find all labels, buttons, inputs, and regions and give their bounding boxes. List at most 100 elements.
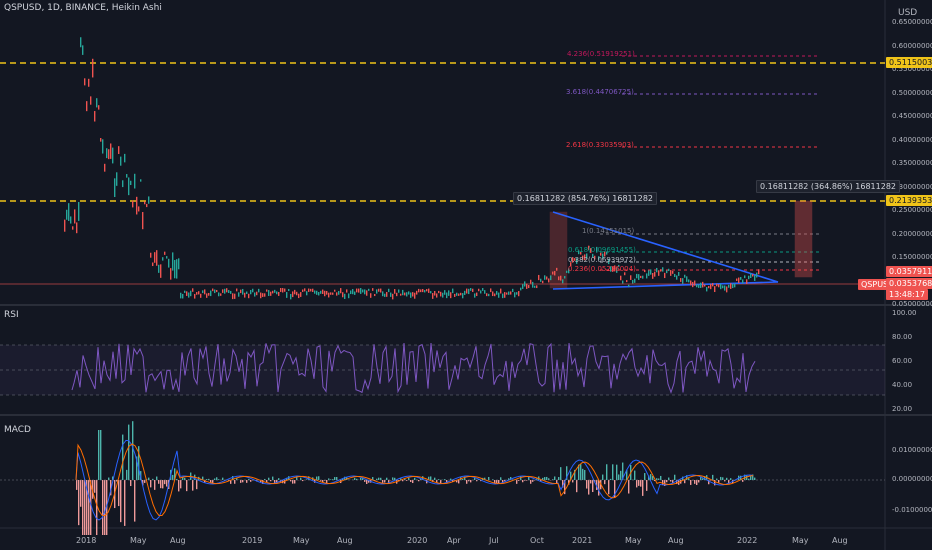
candle	[520, 287, 522, 291]
macd-histogram[interactable]	[76, 421, 756, 535]
macd-bar	[522, 480, 524, 483]
macd-signal-line[interactable]	[75, 443, 754, 517]
candle	[176, 259, 178, 279]
candle	[260, 292, 262, 299]
macd-bar	[288, 476, 290, 480]
candle	[622, 280, 624, 284]
candle	[156, 250, 158, 266]
macd-bar	[662, 480, 664, 486]
candle	[536, 285, 538, 289]
candle	[396, 292, 398, 297]
candle	[712, 283, 714, 287]
candle	[352, 289, 354, 295]
measure-box-left[interactable]	[549, 211, 568, 289]
macd-bar	[412, 480, 414, 484]
macd-bar	[580, 464, 582, 480]
macd-bar	[572, 480, 574, 483]
candle	[640, 275, 642, 279]
macd-bar	[666, 480, 668, 483]
macd-bar	[568, 480, 570, 485]
triangle-pattern[interactable]	[552, 211, 779, 290]
rsi-title[interactable]: RSI	[4, 310, 19, 320]
price-tick: 0.25000000	[892, 206, 932, 214]
macd-bar	[332, 479, 334, 480]
rsi-tick: 60.00	[892, 357, 913, 365]
candle	[292, 291, 294, 298]
price-candles[interactable]	[64, 37, 760, 300]
macd-bar	[540, 480, 542, 482]
candle	[680, 278, 682, 282]
candle	[100, 138, 102, 142]
candle	[312, 288, 314, 292]
measure-label-left[interactable]: 0.16811282 (854.76%) 16811282	[513, 192, 657, 205]
macd-bar	[214, 478, 216, 480]
macd-bar	[328, 478, 330, 480]
candle	[694, 280, 696, 286]
candle	[740, 277, 742, 280]
macd-bar	[608, 480, 610, 495]
macd-bar	[516, 480, 518, 484]
fib-label-0382: 0.382(0.06939972)	[568, 256, 636, 264]
fib-label-2618: 2.618(0.33035903)	[566, 141, 634, 149]
macd-bar	[726, 477, 728, 480]
candle	[528, 285, 530, 289]
candle	[736, 278, 738, 281]
candle	[628, 284, 630, 287]
candle	[90, 96, 92, 105]
macd-bar	[488, 477, 490, 480]
candle	[434, 291, 436, 296]
candle	[666, 270, 668, 274]
macd-bar	[604, 480, 606, 485]
macd-bar	[274, 480, 276, 484]
macd-bar	[218, 479, 220, 480]
candle	[406, 292, 408, 297]
candle	[368, 288, 370, 291]
measure-label-right[interactable]: 0.16811282 (364.86%) 16811282	[756, 180, 900, 193]
candle	[514, 292, 516, 298]
macd-bar	[356, 478, 358, 480]
macd-title[interactable]: MACD	[4, 425, 31, 435]
macd-bar	[530, 480, 532, 484]
macd-bar	[716, 478, 718, 480]
macd-bar	[646, 480, 648, 491]
macd-bar	[700, 476, 702, 480]
candle	[424, 290, 426, 293]
macd-bar	[694, 480, 696, 484]
candle	[94, 111, 96, 122]
macd-bar	[124, 480, 126, 526]
candle	[86, 101, 88, 112]
symbol-title[interactable]: QSPUSD, 1D, BINANCE, Heikin Ashi	[4, 3, 162, 13]
candle	[92, 58, 94, 78]
macd-bar	[542, 477, 544, 480]
price-tick: 0.50000000	[892, 88, 932, 97]
candle	[744, 275, 746, 279]
candle	[158, 264, 160, 273]
candle	[362, 289, 364, 293]
candle	[604, 251, 606, 257]
candle	[162, 257, 164, 261]
macd-bar	[560, 467, 562, 480]
candle	[316, 290, 318, 295]
fib-extension-lines[interactable]	[600, 55, 820, 271]
candle	[314, 290, 316, 294]
candle	[752, 274, 754, 277]
rsi-line[interactable]	[71, 342, 756, 394]
macd-bar	[118, 480, 120, 507]
macd-bar	[308, 476, 310, 480]
candle	[166, 256, 168, 259]
fib-label-0618: 0.618(0.09691455)	[568, 246, 636, 254]
macd-bar	[284, 480, 286, 484]
candle	[496, 291, 498, 295]
candle	[390, 292, 392, 297]
macd-bar	[158, 480, 160, 484]
macd-bar	[364, 480, 366, 482]
candle	[380, 288, 382, 293]
candle	[276, 291, 278, 295]
time-label: May	[625, 536, 642, 545]
candle	[78, 202, 80, 221]
candle	[542, 280, 544, 284]
measure-box-right[interactable]	[794, 200, 813, 278]
candle	[660, 269, 662, 272]
macd-bar	[654, 480, 656, 482]
